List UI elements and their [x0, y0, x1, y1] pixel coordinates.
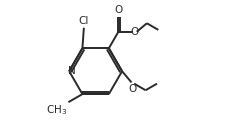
Text: N: N	[68, 66, 75, 76]
Text: O: O	[128, 84, 136, 94]
Text: O: O	[114, 5, 122, 15]
Text: Cl: Cl	[79, 16, 89, 26]
Text: CH$_3$: CH$_3$	[46, 103, 68, 117]
Text: O: O	[131, 27, 139, 37]
